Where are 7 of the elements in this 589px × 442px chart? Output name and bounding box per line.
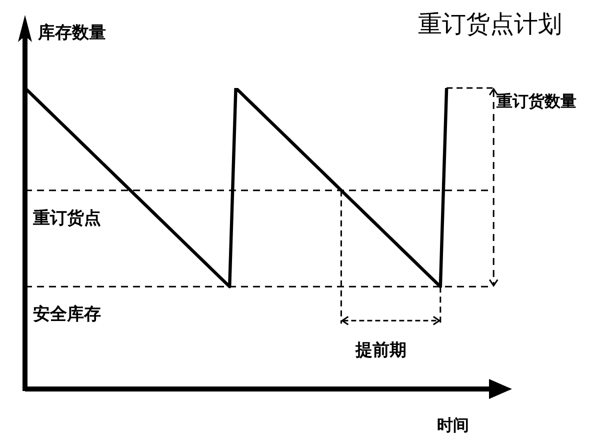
y-axis-title: 库存数量 [37,23,106,43]
ref-line-label: 重订货点 [32,208,101,228]
text: 重订货数量 [496,92,577,110]
annotation: 提前期 [354,340,406,361]
ref-line-label: 安全库存 [33,304,101,325]
chart-title: 重订货点计划 [418,10,562,38]
x-axis-title: 时间 [437,416,469,434]
